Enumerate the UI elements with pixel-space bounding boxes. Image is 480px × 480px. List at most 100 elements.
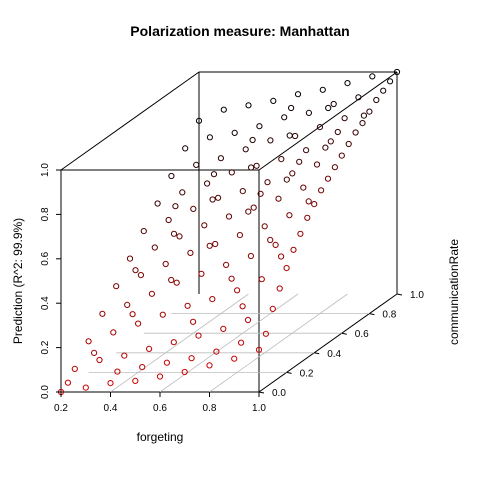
data-point bbox=[201, 222, 208, 229]
data-point bbox=[297, 230, 304, 237]
data-point bbox=[193, 161, 200, 168]
data-point bbox=[345, 140, 352, 148]
z-tick-label: 0.8 bbox=[40, 207, 51, 221]
data-point bbox=[269, 305, 276, 312]
data-point bbox=[114, 368, 121, 375]
data-point bbox=[156, 373, 164, 380]
data-point bbox=[206, 134, 213, 141]
z-tick-label: 0.6 bbox=[40, 251, 51, 265]
grid-line-x bbox=[159, 293, 299, 393]
box-edge bbox=[60, 71, 200, 171]
data-point bbox=[206, 362, 213, 369]
data-point bbox=[228, 169, 235, 176]
data-point bbox=[209, 296, 216, 303]
data-point bbox=[96, 356, 103, 364]
data-point bbox=[244, 316, 252, 324]
data-point bbox=[220, 106, 227, 113]
data-point bbox=[255, 346, 263, 353]
x-axis-label: forgeting bbox=[137, 430, 184, 444]
data-point bbox=[278, 156, 285, 163]
data-point bbox=[248, 164, 255, 171]
data-point bbox=[132, 377, 139, 384]
data-point bbox=[231, 355, 238, 362]
data-point bbox=[249, 136, 256, 144]
data-point bbox=[132, 267, 139, 274]
data-point bbox=[261, 223, 268, 230]
data-point bbox=[292, 132, 299, 140]
data-point bbox=[135, 320, 142, 327]
z-tick-label: 1.0 bbox=[40, 163, 51, 177]
data-point bbox=[267, 236, 274, 244]
data-point bbox=[179, 189, 186, 196]
data-point bbox=[85, 338, 92, 345]
data-point bbox=[289, 170, 296, 177]
y-tick-mark bbox=[396, 293, 403, 296]
data-point bbox=[325, 104, 332, 112]
x-tick-label: 0.8 bbox=[203, 403, 217, 414]
data-point bbox=[267, 137, 274, 144]
data-point bbox=[182, 145, 189, 152]
data-point bbox=[165, 216, 172, 224]
data-point bbox=[322, 144, 329, 151]
data-point bbox=[170, 339, 177, 346]
data-point bbox=[190, 318, 197, 325]
data-point bbox=[264, 179, 271, 186]
data-point bbox=[253, 162, 260, 169]
data-point bbox=[294, 91, 302, 98]
data-point bbox=[170, 230, 178, 237]
data-point bbox=[146, 345, 153, 352]
data-point bbox=[190, 205, 197, 212]
data-point bbox=[139, 364, 146, 371]
grid-line-x bbox=[209, 293, 348, 393]
y-axis-ticks: 0.0 0.2 0.4 0.6 0.8 1.0 bbox=[258, 290, 424, 399]
data-points bbox=[57, 68, 401, 396]
data-point bbox=[124, 301, 131, 308]
data-point bbox=[220, 325, 227, 332]
data-point bbox=[360, 112, 367, 119]
data-point bbox=[159, 311, 166, 318]
data-point bbox=[305, 109, 312, 117]
x-tick-label: 0.2 bbox=[54, 403, 68, 414]
data-point bbox=[238, 339, 245, 346]
z-tick-label: 0.0 bbox=[40, 385, 51, 399]
box-frame bbox=[60, 71, 398, 393]
x-tick-label: 1.0 bbox=[252, 403, 266, 414]
data-point bbox=[239, 303, 246, 310]
data-point bbox=[290, 246, 297, 253]
data-point bbox=[236, 232, 243, 239]
data-point bbox=[245, 208, 252, 215]
data-point bbox=[82, 384, 89, 391]
x-axis-ticks: 0.2 0.4 0.6 0.8 1.0 bbox=[54, 392, 266, 414]
data-point bbox=[168, 172, 175, 180]
data-point bbox=[245, 102, 252, 109]
data-point bbox=[304, 214, 311, 221]
data-point bbox=[121, 352, 128, 359]
data-point bbox=[184, 302, 191, 309]
y-tick-mark bbox=[341, 332, 347, 335]
data-point bbox=[319, 86, 326, 93]
z-axis-label: Prediction (R^2: 99.9%) bbox=[11, 218, 25, 344]
data-point bbox=[206, 242, 213, 249]
data-point bbox=[212, 240, 219, 248]
data-point bbox=[270, 97, 277, 105]
z-axis-ticks: 0.0 0.2 0.4 0.6 0.8 1.0 bbox=[40, 163, 61, 399]
data-point bbox=[387, 78, 394, 85]
data-point bbox=[330, 100, 337, 108]
data-point bbox=[258, 276, 265, 283]
data-point bbox=[331, 164, 338, 171]
y-axis-label: communicationRate bbox=[447, 239, 461, 345]
data-point bbox=[283, 176, 290, 183]
data-point bbox=[338, 152, 345, 159]
data-point bbox=[110, 329, 117, 336]
data-point bbox=[272, 241, 279, 248]
y-tick-mark bbox=[369, 313, 375, 316]
y-tick-label: 0.4 bbox=[327, 349, 341, 360]
data-point bbox=[198, 270, 205, 277]
data-point bbox=[215, 194, 222, 201]
data-point bbox=[168, 276, 175, 284]
data-point bbox=[276, 285, 283, 292]
data-point bbox=[213, 348, 220, 355]
data-point bbox=[296, 158, 303, 165]
